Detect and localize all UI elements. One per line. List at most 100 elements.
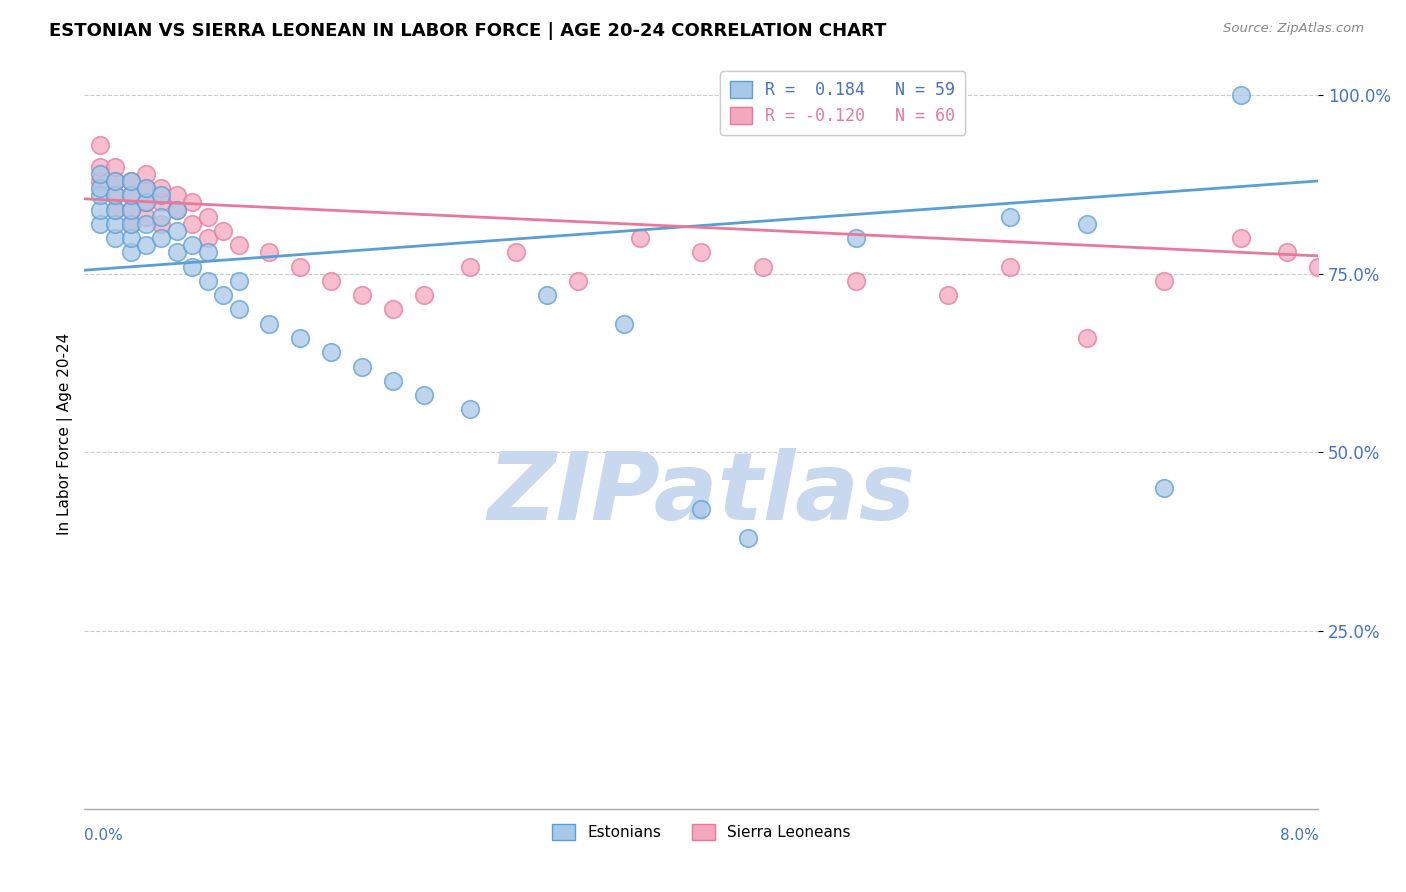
Point	[1230, 88, 1253, 103]
Point	[150, 181, 173, 195]
Point	[104, 174, 127, 188]
Point	[135, 217, 157, 231]
Point	[181, 217, 204, 231]
Legend: R =  0.184   N = 59, R = -0.120   N = 60: R = 0.184 N = 59, R = -0.120 N = 60	[720, 71, 965, 135]
Point	[290, 331, 312, 345]
Point	[228, 238, 250, 252]
Point	[613, 317, 636, 331]
Text: Source: ZipAtlas.com: Source: ZipAtlas.com	[1223, 22, 1364, 36]
Y-axis label: In Labor Force | Age 20-24: In Labor Force | Age 20-24	[58, 334, 73, 535]
Point	[89, 217, 111, 231]
Point	[104, 188, 127, 202]
Point	[259, 245, 281, 260]
Point	[120, 174, 142, 188]
Point	[120, 217, 142, 231]
Point	[120, 188, 142, 202]
Point	[737, 531, 759, 545]
Point	[150, 188, 173, 202]
Point	[150, 210, 173, 224]
Point	[197, 231, 219, 245]
Point	[998, 210, 1021, 224]
Point	[412, 288, 434, 302]
Point	[135, 167, 157, 181]
Point	[319, 274, 342, 288]
Point	[150, 231, 173, 245]
Point	[89, 188, 111, 202]
Point	[1076, 331, 1098, 345]
Point	[104, 160, 127, 174]
Point	[104, 217, 127, 231]
Point	[936, 288, 959, 302]
Point	[690, 245, 713, 260]
Point	[166, 202, 188, 217]
Text: ESTONIAN VS SIERRA LEONEAN IN LABOR FORCE | AGE 20-24 CORRELATION CHART: ESTONIAN VS SIERRA LEONEAN IN LABOR FORC…	[49, 22, 887, 40]
Point	[350, 359, 373, 374]
Point	[120, 231, 142, 245]
Text: 8.0%: 8.0%	[1279, 828, 1319, 843]
Point	[844, 274, 866, 288]
Point	[1153, 481, 1175, 495]
Point	[1153, 274, 1175, 288]
Point	[89, 160, 111, 174]
Point	[212, 224, 235, 238]
Point	[290, 260, 312, 274]
Point	[150, 195, 173, 210]
Point	[505, 245, 527, 260]
Point	[166, 188, 188, 202]
Point	[120, 202, 142, 217]
Point	[197, 274, 219, 288]
Point	[181, 195, 204, 210]
Point	[458, 402, 481, 417]
Point	[120, 174, 142, 188]
Point	[166, 202, 188, 217]
Point	[120, 217, 142, 231]
Point	[104, 202, 127, 217]
Point	[1277, 245, 1299, 260]
Point	[1076, 217, 1098, 231]
Point	[197, 245, 219, 260]
Point	[381, 374, 404, 388]
Point	[844, 231, 866, 245]
Point	[228, 302, 250, 317]
Text: 0.0%: 0.0%	[84, 828, 124, 843]
Point	[104, 174, 127, 188]
Point	[228, 274, 250, 288]
Point	[89, 181, 111, 195]
Point	[89, 167, 111, 181]
Point	[120, 245, 142, 260]
Point	[120, 188, 142, 202]
Point	[166, 224, 188, 238]
Point	[212, 288, 235, 302]
Point	[135, 181, 157, 195]
Point	[89, 202, 111, 217]
Point	[690, 502, 713, 516]
Point	[998, 260, 1021, 274]
Point	[135, 195, 157, 210]
Point	[135, 195, 157, 210]
Point	[458, 260, 481, 274]
Text: ZIPatlas: ZIPatlas	[488, 449, 915, 541]
Point	[89, 174, 111, 188]
Point	[181, 260, 204, 274]
Point	[150, 217, 173, 231]
Point	[319, 345, 342, 359]
Point	[1230, 231, 1253, 245]
Point	[1308, 260, 1330, 274]
Point	[197, 210, 219, 224]
Point	[104, 202, 127, 217]
Point	[89, 138, 111, 153]
Point	[135, 210, 157, 224]
Point	[259, 317, 281, 331]
Point	[104, 188, 127, 202]
Point	[120, 202, 142, 217]
Point	[135, 181, 157, 195]
Point	[752, 260, 775, 274]
Point	[628, 231, 651, 245]
Point	[567, 274, 589, 288]
Point	[135, 238, 157, 252]
Point	[181, 238, 204, 252]
Point	[350, 288, 373, 302]
Point	[166, 245, 188, 260]
Point	[536, 288, 558, 302]
Point	[381, 302, 404, 317]
